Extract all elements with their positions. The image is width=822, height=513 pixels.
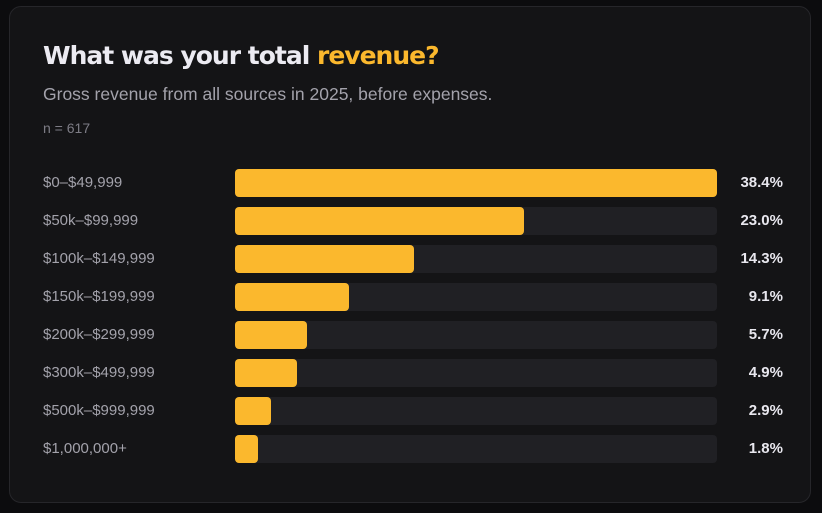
bar-track [235, 397, 717, 425]
bar-chart: $0–$49,999 38.4% $50k–$99,999 23.0% $100k–$1… [10, 7, 810, 502]
bar-fill [235, 283, 349, 311]
bar-row: $200k–$299,999 5.7% [43, 321, 783, 349]
value-label: 14.3% [740, 250, 783, 267]
value-label: 1.8% [748, 440, 783, 457]
sample-size: n = 617 [43, 120, 91, 136]
bar-track [235, 283, 717, 311]
title-prefix: What was your total [43, 41, 310, 70]
question-subtitle: Gross revenue from all sources in 2025, … [43, 84, 493, 104]
value-label: 38.4% [740, 174, 783, 191]
bar-track [235, 207, 717, 235]
category-label: $200k–$299,999 [43, 326, 155, 343]
bar-track [235, 435, 717, 463]
category-label: $300k–$499,999 [43, 364, 155, 381]
category-label: $0–$49,999 [43, 174, 123, 191]
value-label: 4.9% [748, 364, 783, 381]
bar-row: $50k–$99,999 23.0% [43, 207, 783, 235]
value-label: 9.1% [748, 288, 783, 305]
bar-row: $1,000,000+ 1.8% [43, 435, 783, 463]
bar-fill [235, 245, 414, 273]
bar-row: $500k–$999,999 2.9% [43, 397, 783, 425]
value-label: 5.7% [748, 326, 783, 343]
bar-row: $300k–$499,999 4.9% [43, 359, 783, 387]
question-title: What was your total revenue? [43, 40, 440, 72]
bar-track [235, 321, 717, 349]
bar-row: $0–$49,999 38.4% [43, 169, 783, 197]
bar-fill [235, 359, 297, 387]
bar-fill [235, 397, 271, 425]
value-label: 23.0% [740, 212, 783, 229]
title-accent: revenue? [317, 41, 440, 70]
bar-row: $150k–$199,999 9.1% [43, 283, 783, 311]
survey-card: What was your total revenue? Gross reven… [9, 6, 811, 503]
category-label: $50k–$99,999 [43, 212, 139, 229]
bar-row: $100k–$149,999 14.3% [43, 245, 783, 273]
category-label: $1,000,000+ [43, 440, 127, 457]
category-label: $500k–$999,999 [43, 402, 155, 419]
bar-track [235, 245, 717, 273]
category-label: $100k–$149,999 [43, 250, 155, 267]
category-label: $150k–$199,999 [43, 288, 155, 305]
bar-fill [235, 435, 258, 463]
value-label: 2.9% [748, 402, 783, 419]
bar-track [235, 169, 717, 197]
bar-fill [235, 207, 524, 235]
bar-track [235, 359, 717, 387]
bar-fill [235, 169, 717, 197]
bar-fill [235, 321, 307, 349]
